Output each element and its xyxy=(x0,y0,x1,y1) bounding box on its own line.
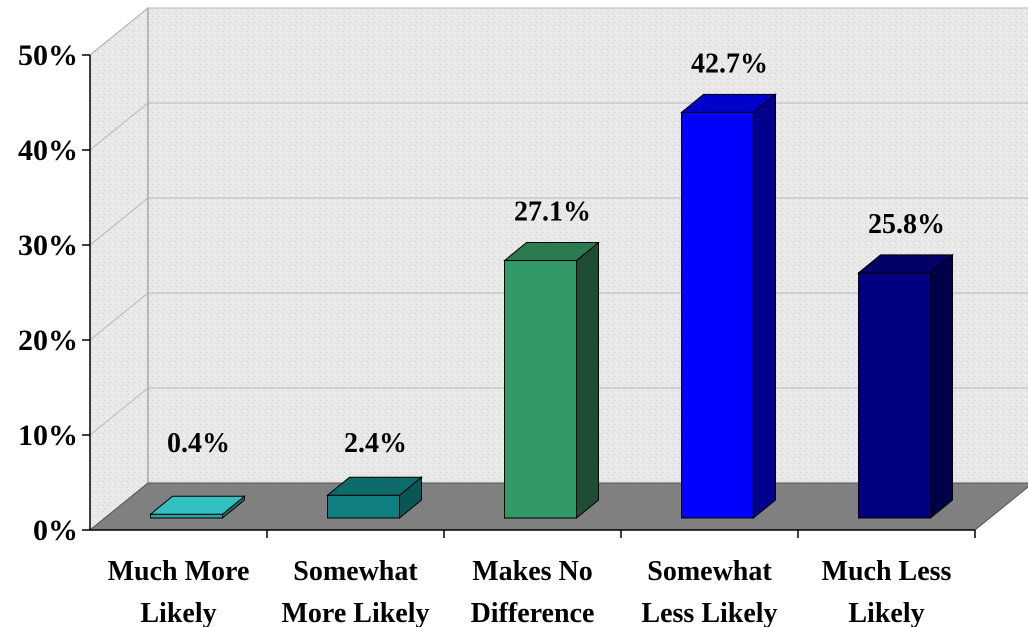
labels: 0% 10% 20% 30% 40% 50% 0.4% Much More Likely 2.4%… xyxy=(18,39,952,627)
data-label: 2.4% xyxy=(344,428,407,459)
bar-front xyxy=(858,272,931,519)
bar-top xyxy=(503,242,600,262)
bar xyxy=(857,253,954,520)
x-tick-label: Difference xyxy=(471,598,595,627)
bar xyxy=(326,476,423,520)
bar-top xyxy=(680,93,777,113)
y-tick-label: 30% xyxy=(18,229,78,262)
y-tick-label: 10% xyxy=(18,419,78,452)
axes xyxy=(82,54,976,538)
bar xyxy=(503,241,600,520)
y-tick-label: 20% xyxy=(18,324,78,357)
bar-front xyxy=(681,111,754,519)
x-tick-label: Much More xyxy=(108,556,250,587)
x-tick-label: Makes No xyxy=(472,556,593,587)
bar-side xyxy=(930,253,953,520)
data-label: 0.4% xyxy=(167,428,230,459)
bar-side xyxy=(576,241,599,520)
bar-top xyxy=(326,476,423,496)
x-tick-label: Somewhat xyxy=(293,556,418,587)
bar xyxy=(149,495,246,520)
bar-top xyxy=(149,495,246,515)
x-tick-label: More Likely xyxy=(281,598,429,627)
bar xyxy=(680,93,777,520)
data-label: 27.1% xyxy=(514,197,591,228)
x-tick-label: Much Less xyxy=(822,556,952,587)
bar-front xyxy=(150,513,223,519)
y-tick-label: 40% xyxy=(18,134,78,167)
x-tick-label: Likely xyxy=(848,598,924,627)
bar-side xyxy=(753,93,776,520)
data-label: 25.8% xyxy=(868,209,945,240)
side-wall xyxy=(89,6,149,532)
bars xyxy=(149,93,954,520)
gridline xyxy=(89,7,1028,56)
bar-top xyxy=(857,254,954,274)
bar-front xyxy=(504,260,577,519)
data-label: 42.7% xyxy=(691,48,768,79)
x-tick-label: Somewhat xyxy=(647,556,772,587)
y-tick-label: 50% xyxy=(18,39,78,72)
bar-front xyxy=(327,494,400,519)
x-tick-label: Likely xyxy=(140,598,216,627)
x-tick-label: Less Likely xyxy=(641,598,777,627)
y-tick-label: 0% xyxy=(33,514,78,547)
